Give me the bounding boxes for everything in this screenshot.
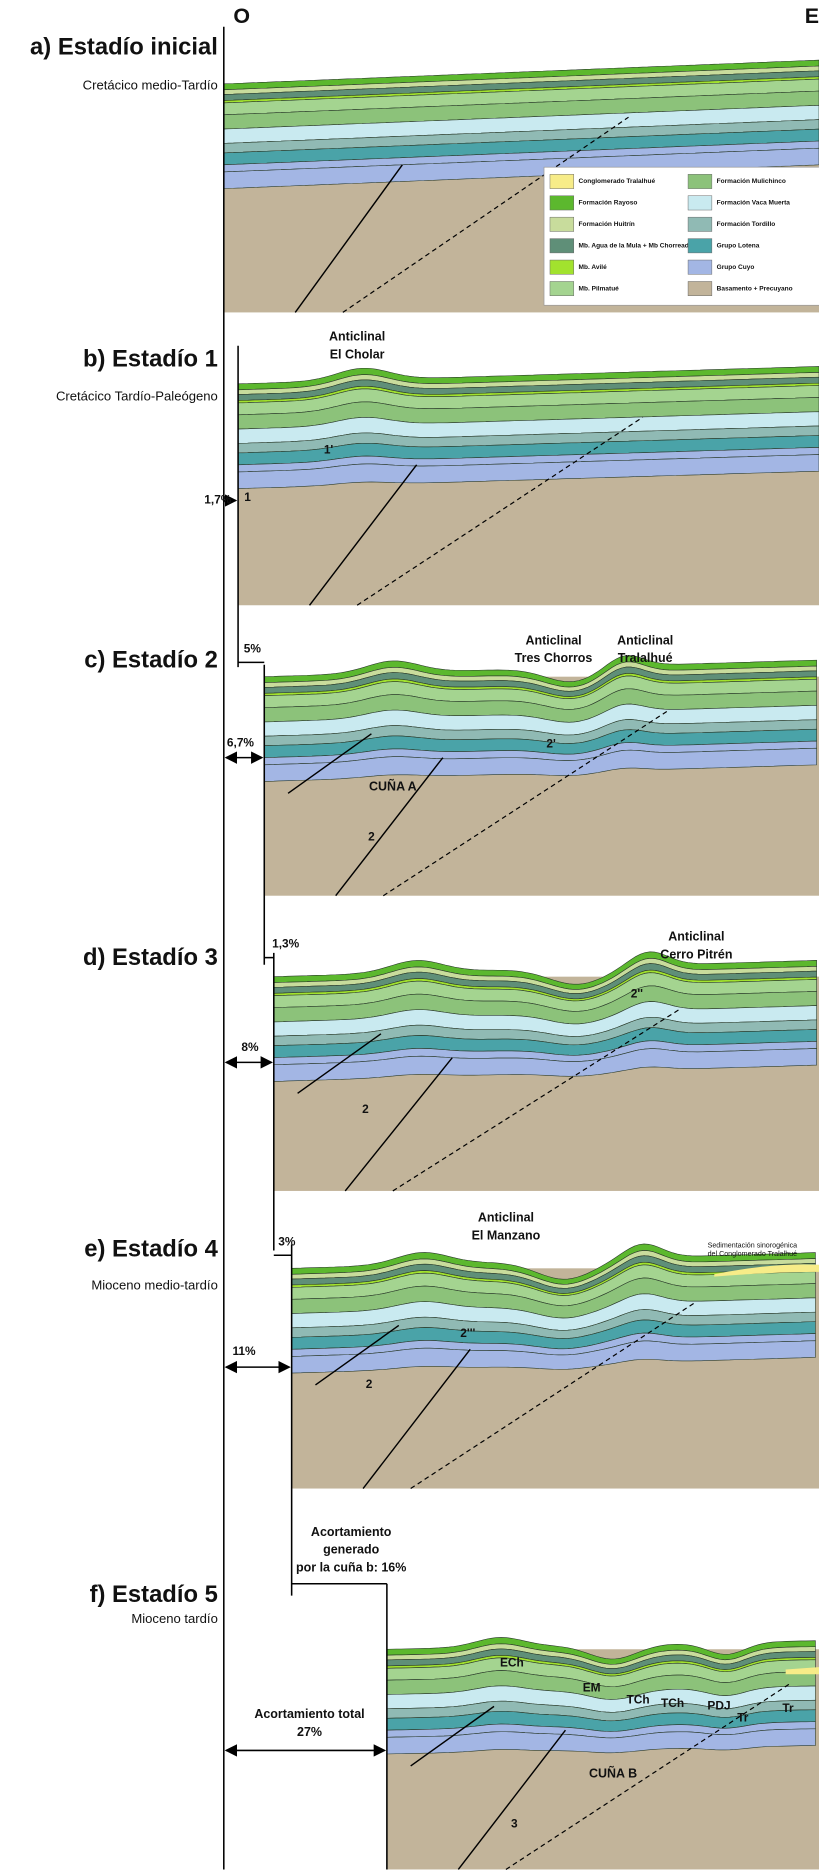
legend-label: Grupo Lotena — [717, 242, 760, 249]
annotation: 3 — [511, 1816, 518, 1830]
annotation: Acortamiento total — [254, 1707, 364, 1721]
cross-section — [264, 655, 819, 895]
legend-swatch — [688, 196, 712, 210]
legend-swatch — [688, 174, 712, 188]
legend-label: Formación Vaca Muerta — [717, 200, 791, 207]
panel-label: a) Estadío inicial — [30, 33, 218, 60]
annotation: CUÑA A — [369, 779, 417, 794]
panel-label: b) Estadío 1 — [83, 345, 218, 372]
annotation: 27% — [297, 1725, 322, 1739]
legend-swatch — [550, 281, 574, 295]
annotation: 6,7% — [227, 735, 255, 749]
annotation: generado — [323, 1543, 380, 1557]
legend-label: Mb. Avilé — [579, 264, 608, 271]
annotation: Anticlinal — [525, 633, 581, 647]
annotation: Tres Chorros — [515, 651, 593, 665]
cross-section — [274, 952, 819, 1191]
west-label: O — [233, 4, 250, 28]
annotation: 5% — [244, 641, 262, 655]
annotation: Sedimentación sinorogénica — [708, 1242, 798, 1250]
annotation: del Conglomerado Tralalhué — [708, 1250, 798, 1258]
annotation: 2 — [366, 1377, 373, 1391]
annotation: 2''' — [460, 1326, 475, 1340]
east-label: E — [805, 4, 819, 28]
legend-label: Formación Mulichinco — [717, 178, 786, 185]
annotation: 1' — [324, 443, 334, 457]
annotation: El Cholar — [330, 348, 385, 362]
legend-label: Formación Rayoso — [579, 200, 638, 207]
legend-swatch — [688, 239, 712, 253]
annotation: Cerro Pitrén — [660, 948, 732, 962]
cross-section — [387, 1637, 819, 1869]
panel-subtitle: Cretácico Tardío-Paleógeno — [56, 388, 218, 403]
annotation: PDJ — [707, 1699, 730, 1713]
annotation: 3% — [278, 1234, 296, 1248]
legend-swatch — [688, 217, 712, 231]
panel-subtitle: Mioceno medio-tardío — [91, 1278, 217, 1293]
annotation: 2'' — [631, 987, 643, 1001]
annotation: Acortamiento — [311, 1525, 392, 1539]
annotation: TCh — [626, 1693, 649, 1707]
annotation: 8% — [241, 1040, 259, 1054]
panel-subtitle: Mioceno tardío — [131, 1611, 218, 1626]
legend-swatch — [688, 260, 712, 274]
panel-label: d) Estadío 3 — [83, 944, 218, 971]
cross-section — [292, 1244, 819, 1489]
annotation: 1 — [244, 490, 251, 504]
annotation: por la cuña b: 16% — [296, 1561, 406, 1575]
panel-label: c) Estadío 2 — [84, 646, 218, 673]
annotation: El Manzano — [472, 1228, 541, 1242]
legend-label: Mb. Agua de la Mula + Mb Chorreado — [579, 242, 693, 249]
annotation: Anticlinal — [478, 1211, 534, 1225]
annotation: Tralalhué — [618, 651, 673, 665]
annotation: Anticlinal — [329, 330, 385, 344]
sections — [224, 60, 819, 1869]
panel-label: e) Estadío 4 — [84, 1236, 218, 1263]
legend: Conglomerado Tralalhué Formación Rayoso Fo… — [544, 167, 819, 305]
legend-swatch — [550, 217, 574, 231]
annotation: TCh — [661, 1696, 684, 1710]
annotation: Anticlinal — [617, 633, 673, 647]
panel-label: f) Estadío 5 — [90, 1581, 218, 1608]
annotation: 1,7% — [204, 493, 232, 507]
legend-label: Basamento + Precuyano — [717, 285, 793, 292]
legend-label: Formación Tordillo — [717, 221, 776, 228]
legend-swatch — [688, 281, 712, 295]
annotation: 2' — [546, 737, 556, 751]
legend-swatch — [550, 174, 574, 188]
annotation: 2 — [368, 830, 375, 844]
annotation: ECh — [500, 1656, 524, 1670]
cross-section — [238, 366, 819, 605]
legend-label: Formación Huitrín — [579, 221, 635, 228]
annotation: EM — [583, 1681, 601, 1695]
legend-label: Mb. Pilmatué — [579, 285, 620, 292]
panel-subtitle: Cretácico medio-Tardío — [83, 78, 218, 93]
annotation: Anticlinal — [668, 930, 724, 944]
annotation: 1,3% — [272, 937, 300, 951]
legend-label: Conglomerado Tralalhué — [579, 178, 656, 185]
legend-swatch — [550, 239, 574, 253]
annotation: 11% — [232, 1344, 256, 1358]
legend-label: Grupo Cuyo — [717, 264, 755, 271]
annotation: CUÑA B — [589, 1766, 637, 1781]
annotation: Tr — [737, 1710, 749, 1724]
legend-swatch — [550, 260, 574, 274]
figure: O E Conglomerado Tralalhué Formación Rayo… — [0, 0, 819, 1870]
annotation: 2 — [362, 1102, 369, 1116]
annotation: Tr — [782, 1701, 794, 1715]
legend-swatch — [550, 196, 574, 210]
